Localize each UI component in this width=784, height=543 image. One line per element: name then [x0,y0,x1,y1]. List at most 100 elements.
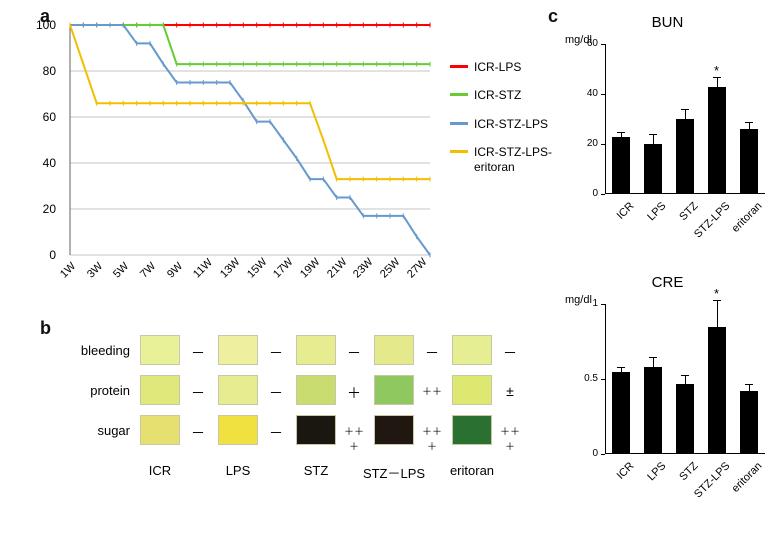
significance-star: * [714,63,719,78]
significance-star: * [714,286,719,301]
bar-error-cap [649,357,657,358]
dipstick-result: ＋＋＋ [418,423,446,453]
bar-error-cap [681,375,689,376]
legend-item: ICR-LPS [450,60,560,74]
survival-ytick: 20 [26,202,56,216]
dipstick-pad [140,415,180,445]
dipstick-result: ＋ [340,383,368,403]
survival-xtick: 17W [271,256,295,280]
survival-xtick: 19W [298,256,322,280]
bar-rect [612,372,630,455]
dipstick-row-label: sugar [70,423,130,438]
bar-ytick [601,94,605,95]
bar-error-cap [649,134,657,135]
survival-chart [60,20,440,295]
legend-text: ICR-STZ-LPS-eritoran [474,145,560,174]
dipstick-pad [374,415,414,445]
bar-plot: * [605,44,765,194]
bar-ytick-label: 0 [568,188,598,199]
dipstick-pad [452,335,492,365]
bar-y-axis [605,44,606,194]
survival-xtick: 25W [378,256,402,280]
legend-item: ICR-STZ-LPS-eritoran [450,145,560,174]
bar-ytick-label: 1 [568,298,598,309]
survival-ytick: 40 [26,156,56,170]
dipstick-result: － [262,423,290,443]
dipstick-result: － [418,343,446,363]
bar-ytick [601,44,605,45]
bar-ytick [601,379,605,380]
bar-rect [676,119,694,194]
legend-swatch [450,65,468,68]
bar-ytick [601,454,605,455]
bar-error [749,122,750,130]
bar-error-cap [681,109,689,110]
bar-y-axis [605,304,606,454]
survival-xlabels: 1W3W5W7W9W11W13W15W17W19W21W23W25W27W [60,260,440,300]
bar-error [717,77,718,87]
bar-error-cap [617,367,625,368]
dipstick-pad [296,375,336,405]
dipstick-pad [452,375,492,405]
bar-title: BUN [560,14,775,31]
legend-text: ICR-STZ [474,88,521,102]
dipstick-result: － [184,423,212,443]
bar-ytick-label: 40 [568,88,598,99]
survival-ytick: 60 [26,110,56,124]
survival-xtick: 13W [218,256,242,280]
dipstick-pad [218,335,258,365]
survival-svg [60,20,440,260]
dipstick-result: － [496,343,524,363]
dipstick-pad [374,375,414,405]
bar-error-cap [745,384,753,385]
dipstick-result: － [262,383,290,403]
panel-b-label: b [40,318,51,339]
dipstick-pad [296,415,336,445]
dipstick-col-label: LPS [206,463,270,478]
bar-ytick-label: 60 [568,38,598,49]
dipstick-pad [296,335,336,365]
bar-ytick-label: 0.5 [568,373,598,384]
survival-xtick: 23W [351,256,375,280]
bar-error [717,300,718,327]
panel-c-label: c [548,6,558,27]
bar-plot: * [605,304,765,454]
dipstick-pad [374,335,414,365]
legend-item: ICR-STZ [450,88,560,102]
survival-xtick: 5W [111,260,131,280]
bar-error [685,109,686,119]
survival-xtick: 11W [191,257,215,281]
survival-xtick: 15W [245,256,269,280]
survival-xtick: 27W [405,256,429,280]
bar-charts-panel: BUNmg/dl*0204060ICRLPSSTZSTZ-LPSeritoran… [560,8,775,533]
survival-xtick: 3W [85,260,105,280]
bar-rect [740,391,758,454]
dipstick-col-label: STZ－LPS [362,463,426,482]
bar-rect [644,144,662,194]
bar-error [749,384,750,392]
dipstick-col-label: eritoran [440,463,504,478]
bar-error [685,375,686,384]
bar-ytick-label: 20 [568,138,598,149]
bun-chart: BUNmg/dl*0204060ICRLPSSTZSTZ-LPSeritoran [560,14,775,249]
bar-ytick [601,144,605,145]
bar-rect [612,137,630,195]
bar-ytick-label: 0 [568,448,598,459]
survival-ytick: 80 [26,64,56,78]
legend-text: ICR-STZ-LPS [474,117,548,131]
bar-error-cap [617,132,625,133]
bar-rect [708,87,726,195]
dipstick-result: ＋＋＋ [496,423,524,453]
dipstick-pad [452,415,492,445]
survival-ytick: 0 [26,248,56,262]
dipstick-pad [218,375,258,405]
legend-swatch [450,122,468,125]
dipstick-col-label: STZ [284,463,348,478]
dipstick-result: － [262,343,290,363]
bar-error-cap [745,122,753,123]
survival-xtick: 9W [165,260,185,280]
bar-error [653,134,654,144]
bar-rect [740,129,758,194]
survival-xtick: 1W [58,260,78,280]
dipstick-panel: bleedingproteinsugar－－－ICR－－－LPS－＋＋＋＋STZ… [70,335,490,535]
